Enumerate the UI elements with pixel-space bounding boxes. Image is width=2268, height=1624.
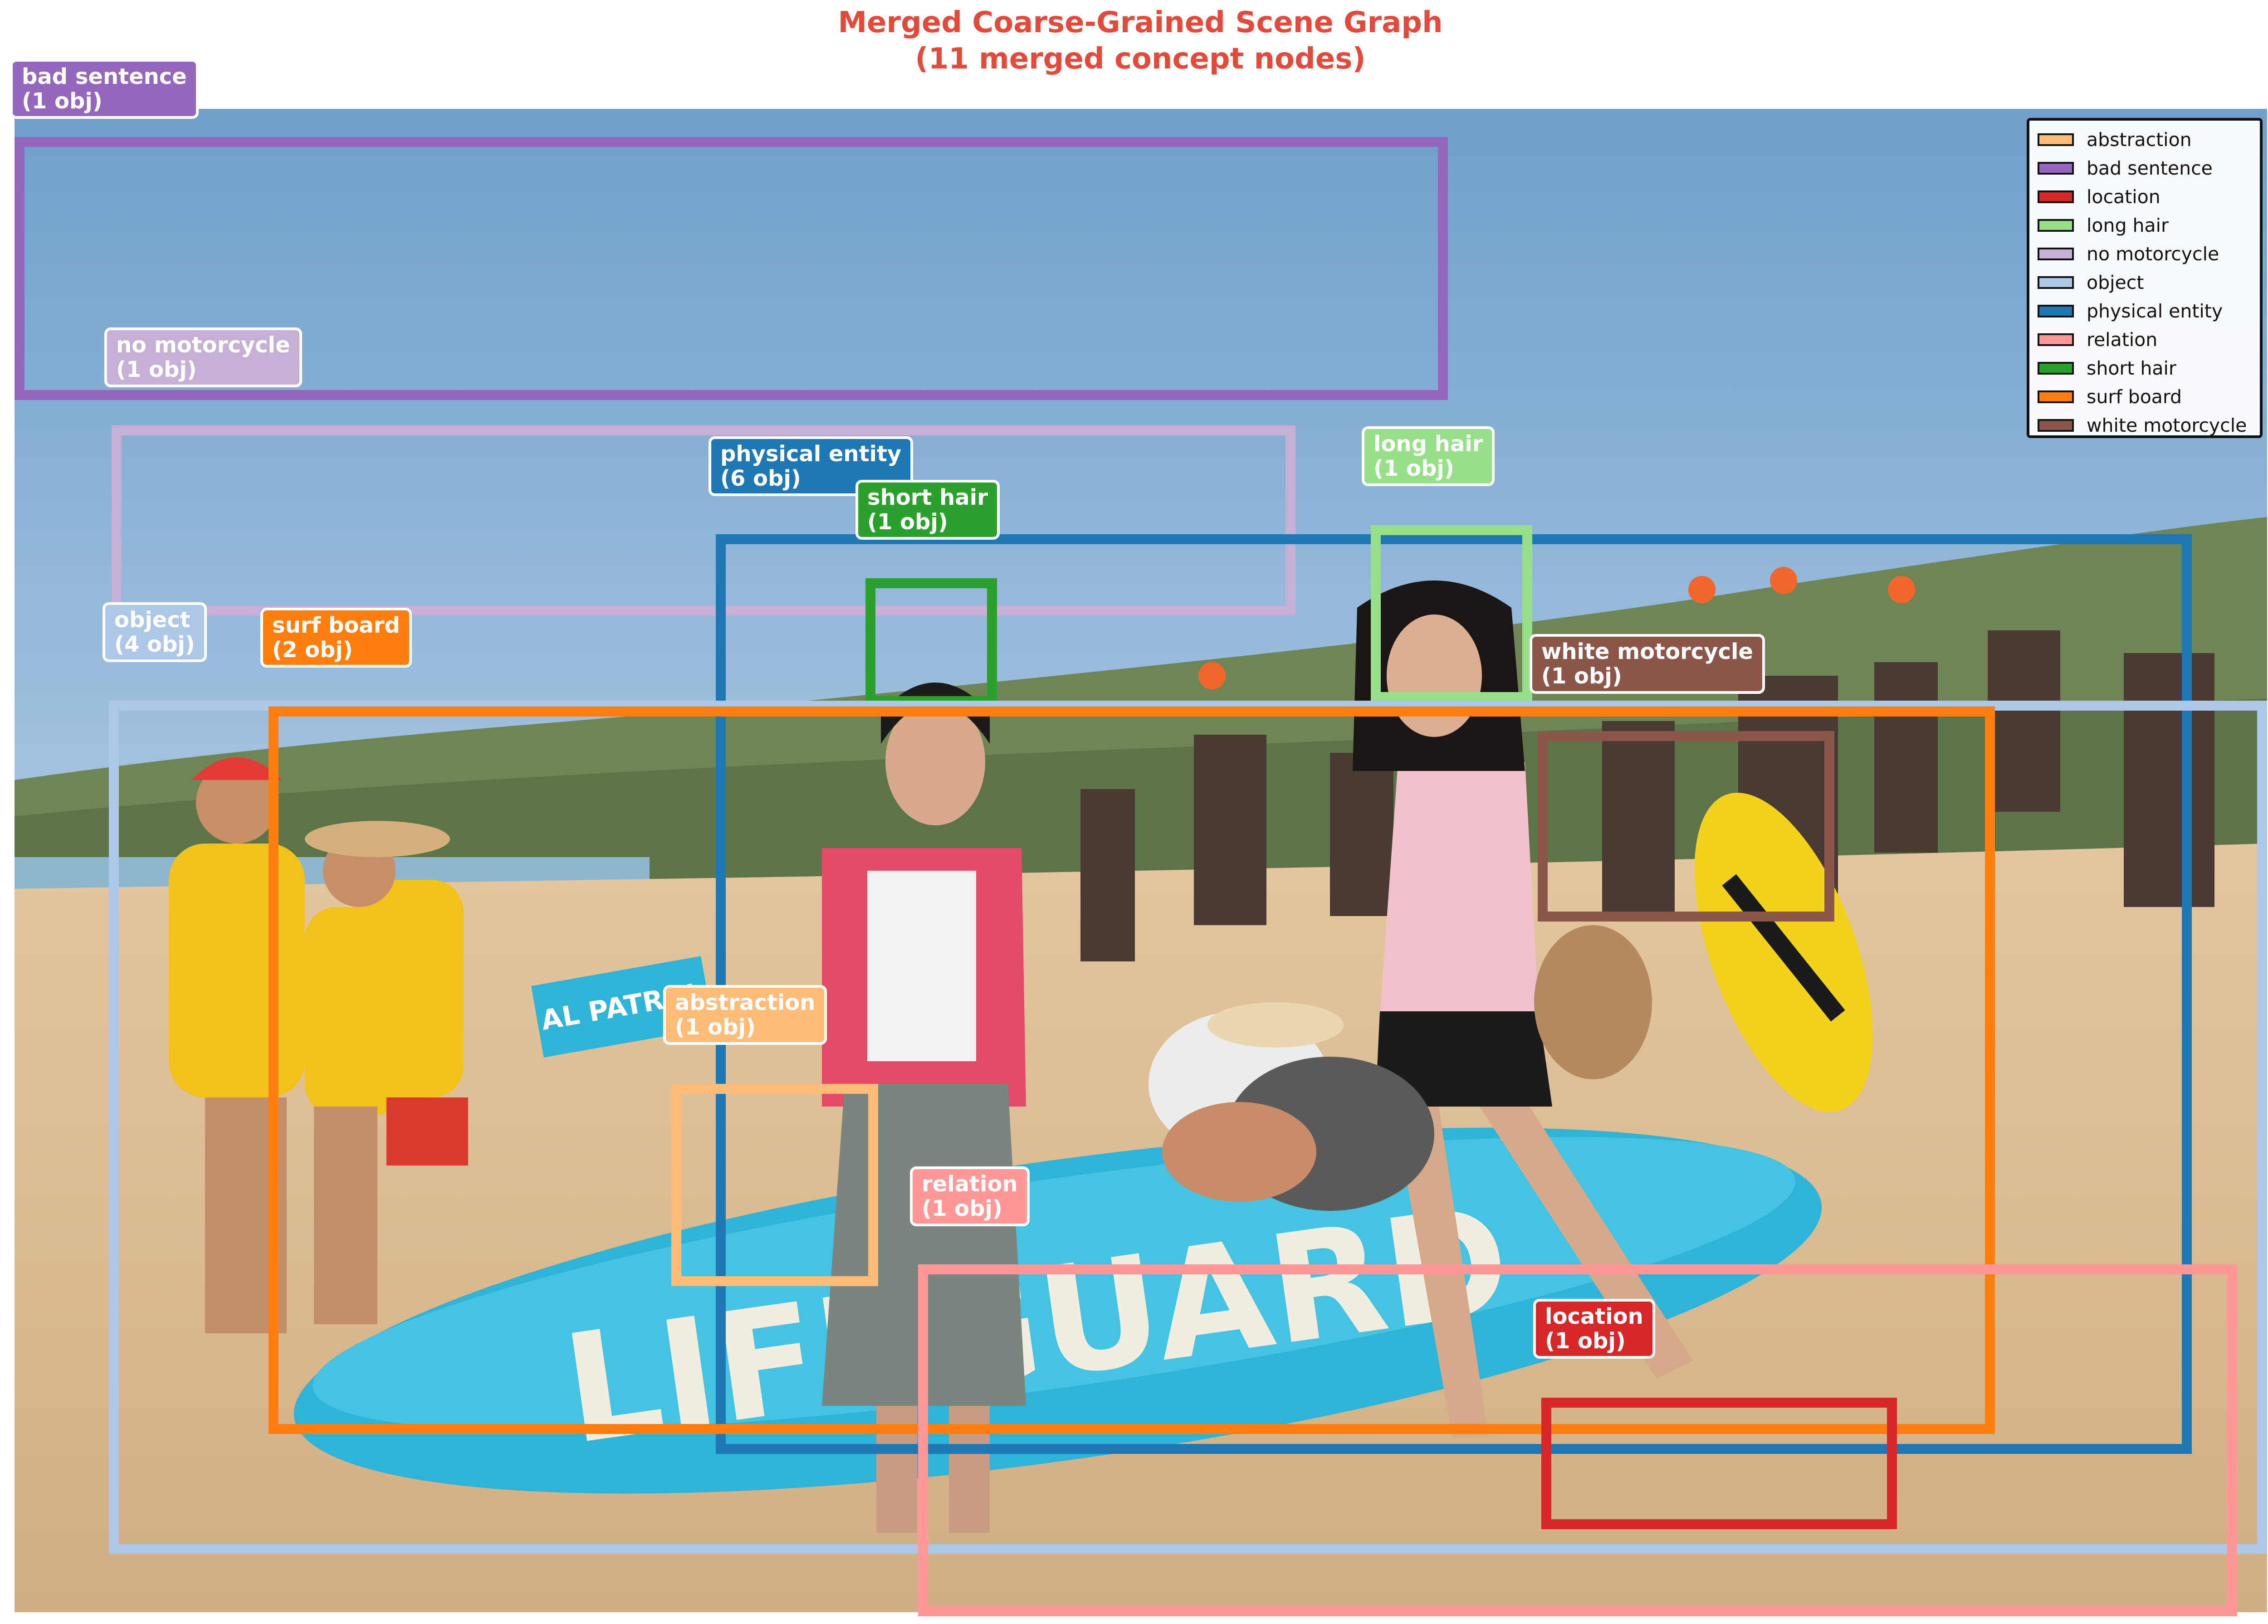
label-no-motorcycle: no motorcycle (1 obj): [104, 327, 302, 387]
label-bad-sentence-count: (1 obj): [22, 88, 103, 114]
legend-label: long hair: [2087, 214, 2169, 236]
legend: abstraction bad sentence location long h…: [2027, 118, 2263, 438]
legend-label: bad sentence: [2087, 157, 2213, 179]
legend-label: location: [2087, 185, 2160, 208]
beach-scene-illustration: LIFEGUARD AL PATROL: [15, 109, 2267, 1612]
background-crowd: [1080, 630, 2214, 961]
label-surf-board-count: (2 obj): [272, 637, 353, 663]
legend-swatch: [2038, 419, 2074, 432]
box-surf-board: [269, 707, 1995, 1434]
legend-label: physical entity: [2087, 300, 2223, 322]
legend-item: white motorcycle: [2038, 411, 2252, 439]
legend-swatch: [2038, 247, 2074, 260]
seated-people: [1149, 1002, 1434, 1211]
legend-swatch: [2038, 304, 2074, 317]
box-location: [1541, 1398, 1897, 1529]
legend-label: abstraction: [2087, 128, 2192, 151]
label-location-name: location: [1545, 1304, 1643, 1329]
label-object-name: object: [114, 607, 191, 633]
box-relation: [918, 1264, 2237, 1616]
legend-item: location: [2038, 182, 2252, 211]
legend-item: physical entity: [2038, 297, 2252, 325]
label-relation: relation (1 obj): [910, 1166, 1030, 1226]
box-short-hair: [865, 578, 997, 706]
figure-title-line-1: Merged Coarse-Grained Scene Graph: [838, 6, 1443, 39]
label-surf-board-name: surf board: [272, 613, 400, 638]
label-long-hair-count: (1 obj): [1374, 456, 1454, 481]
label-no-motorcycle-name: no motorcycle: [116, 332, 290, 358]
label-long-hair-name: long hair: [1374, 431, 1483, 457]
box-abstraction: [671, 1084, 878, 1286]
label-no-motorcycle-count: (1 obj): [116, 357, 197, 382]
label-physical-entity-count: (6 obj): [720, 466, 801, 491]
label-relation-name: relation: [922, 1171, 1018, 1197]
label-abstraction: abstraction (1 obj): [663, 985, 827, 1045]
legend-item: no motorcycle: [2038, 239, 2252, 268]
legend-label: short hair: [2087, 357, 2176, 379]
legend-swatch: [2038, 133, 2074, 146]
figure-title-line-2: (11 merged concept nodes): [915, 42, 1366, 76]
label-relation-count: (1 obj): [922, 1196, 1002, 1221]
label-short-hair: short hair (1 obj): [855, 480, 1000, 540]
legend-label: no motorcycle: [2087, 243, 2219, 265]
label-location: location (1 obj): [1533, 1299, 1655, 1359]
label-white-motorcycle: white motorcycle (1 obj): [1530, 634, 1765, 694]
legend-swatch: [2038, 190, 2074, 203]
label-bad-sentence-name: bad sentence: [22, 64, 187, 89]
label-white-motorcycle-name: white motorcycle: [1541, 639, 1753, 664]
legend-item: relation: [2038, 325, 2252, 354]
label-object: object (4 obj): [103, 602, 207, 662]
legend-label: surf board: [2087, 385, 2182, 408]
legend-label: relation: [2087, 328, 2158, 351]
legend-item: long hair: [2038, 211, 2252, 239]
label-object-count: (4 obj): [114, 632, 195, 657]
legend-label: object: [2087, 271, 2144, 293]
legend-item: surf board: [2038, 382, 2252, 411]
label-short-hair-count: (1 obj): [867, 509, 948, 535]
label-abstraction-name: abstraction: [675, 990, 816, 1015]
legend-swatch: [2038, 361, 2074, 375]
yellow-bodyboard: [1694, 793, 1873, 1112]
label-bad-sentence: bad sentence (1 obj): [10, 59, 199, 119]
lifeguard-right: [305, 821, 468, 1324]
legend-swatch: [2038, 333, 2074, 346]
label-white-motorcycle-count: (1 obj): [1541, 663, 1622, 689]
label-long-hair: long hair (1 obj): [1362, 426, 1495, 486]
figure-title: Merged Coarse-Grained Scene Graph (11 me…: [0, 5, 2268, 77]
label-abstraction-count: (1 obj): [675, 1014, 756, 1040]
legend-swatch: [2038, 390, 2074, 403]
box-white-motorcycle: [1538, 731, 1834, 922]
legend-item: bad sentence: [2038, 154, 2252, 182]
label-physical-entity-name: physical entity: [720, 441, 902, 467]
legend-item: object: [2038, 268, 2252, 297]
beach-photo: LIFEGUARD AL PATROL: [15, 109, 2267, 1612]
legend-swatch: [2038, 276, 2074, 289]
legend-item: abstraction: [2038, 125, 2252, 154]
box-long-hair: [1371, 525, 1532, 702]
legend-label: white motorcycle: [2087, 414, 2247, 436]
legend-item: short hair: [2038, 354, 2252, 382]
label-short-hair-name: short hair: [867, 485, 988, 510]
label-location-count: (1 obj): [1545, 1328, 1626, 1354]
label-surf-board: surf board (2 obj): [260, 608, 412, 668]
box-bad-sentence: [15, 137, 1448, 400]
legend-swatch: [2038, 161, 2074, 175]
legend-swatch: [2038, 219, 2074, 232]
